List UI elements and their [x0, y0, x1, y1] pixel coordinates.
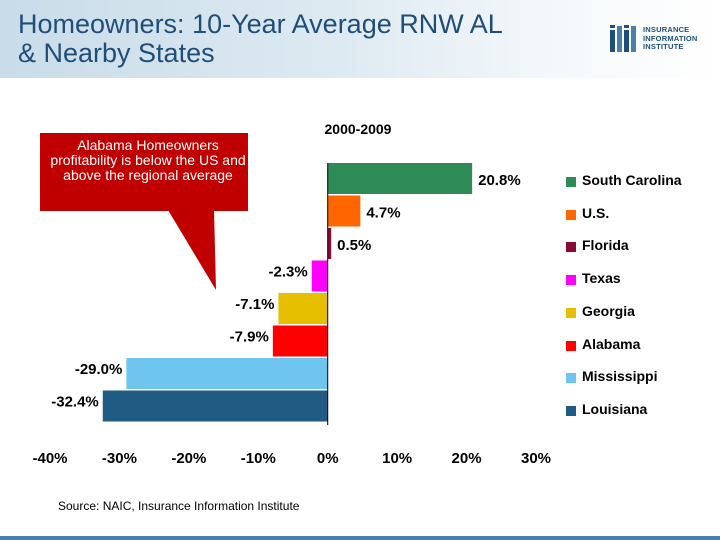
data-label: 4.7% [366, 205, 400, 222]
bar-florida [327, 228, 332, 259]
logo-text: INSURANCE INFORMATION INSTITUTE [643, 25, 698, 52]
logo-line-2: INFORMATION [643, 33, 698, 43]
legend-swatch [566, 275, 576, 286]
x-tick-label: 10% [382, 450, 412, 467]
legend-label: Louisiana [582, 400, 648, 417]
logo-line-1: INSURANCE [643, 25, 690, 34]
bar-louisiana [102, 390, 328, 422]
legend-label: South Carolina [582, 172, 682, 188]
title-line-2: & Nearby States [18, 38, 215, 68]
legend-label: U.S. [582, 204, 610, 221]
data-label: 20.8% [478, 172, 521, 189]
data-label: -29.0% [75, 361, 123, 378]
callout-box [40, 133, 248, 211]
data-label: -2.3% [269, 264, 308, 281]
legend-label: Texas [582, 270, 621, 287]
x-tick-label: -10% [241, 450, 276, 467]
bottom-bar [0, 536, 720, 540]
data-label: 0.5% [337, 237, 371, 254]
legend-swatch [566, 307, 576, 318]
legend-label: Alabama [582, 335, 641, 352]
callout-shape [40, 133, 248, 290]
bar-georgia [278, 293, 328, 324]
x-tick-label: 20% [452, 450, 482, 467]
x-tick-label: 0% [317, 450, 339, 467]
header-band [0, 0, 720, 78]
legend-label: Mississippi [582, 368, 658, 385]
logo-line-3: INSTITUTE [643, 42, 684, 51]
bar-texas [311, 260, 328, 292]
legend-swatch [566, 242, 576, 253]
x-tick-label: -40% [32, 450, 67, 467]
data-label: -7.9% [230, 329, 269, 346]
x-tick-label: -30% [102, 450, 137, 467]
legend-swatch [566, 340, 576, 351]
slide-title: Homeowners: 10-Year Average RNW AL & Nea… [18, 10, 598, 68]
bar-mississippi [126, 358, 328, 389]
bar-alabama [272, 325, 328, 357]
chart-subtitle: 2000-2009 [325, 121, 392, 137]
x-tick-label: -20% [171, 450, 206, 467]
data-label: -32.4% [51, 394, 99, 411]
bar-u-s [327, 195, 361, 227]
source-note: Source: NAIC, Insurance Information Inst… [58, 499, 300, 513]
legend-label: Georgia [582, 302, 635, 319]
x-tick-label: 30% [521, 450, 551, 467]
legend-label: Florida [582, 237, 629, 254]
data-label: -7.1% [235, 296, 274, 313]
callout-pointer [168, 210, 216, 290]
callout-text: Alabama Homeowners profitability is belo… [50, 137, 246, 183]
title-line-1: Homeowners: 10-Year Average RNW AL [18, 9, 503, 39]
legend-swatch [566, 209, 576, 220]
bar-south-carolina [327, 163, 473, 194]
legend-swatch [566, 177, 576, 187]
iii-logo-icon [610, 25, 636, 52]
legend-swatch [566, 373, 576, 384]
legend-swatch [566, 405, 576, 416]
